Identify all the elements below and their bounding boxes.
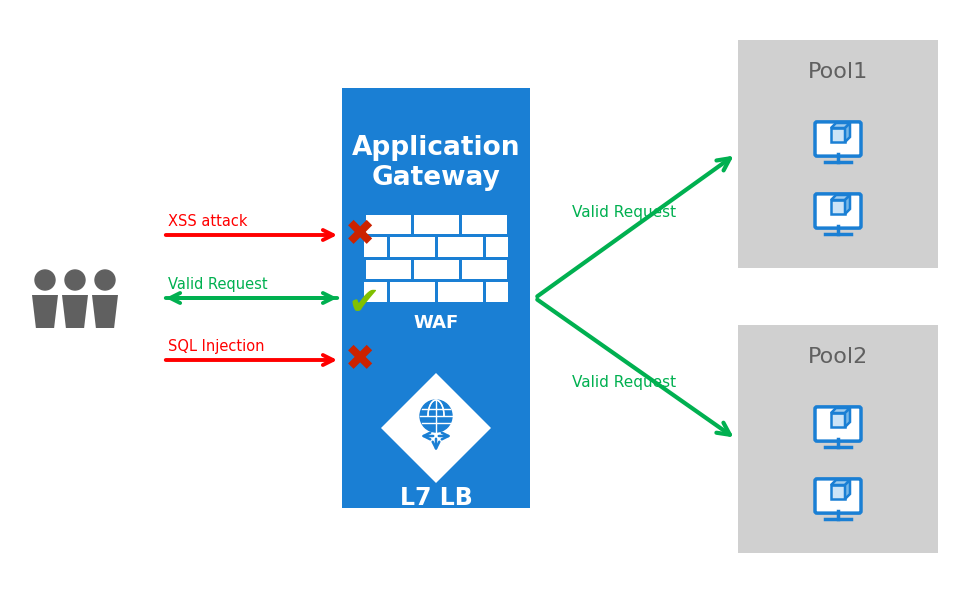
Polygon shape bbox=[831, 408, 850, 413]
FancyBboxPatch shape bbox=[738, 325, 938, 553]
FancyBboxPatch shape bbox=[831, 485, 845, 499]
Circle shape bbox=[35, 270, 55, 290]
FancyBboxPatch shape bbox=[462, 260, 506, 279]
Polygon shape bbox=[831, 480, 850, 485]
Text: ✖: ✖ bbox=[345, 343, 376, 377]
FancyBboxPatch shape bbox=[366, 260, 410, 279]
Text: XSS attack: XSS attack bbox=[168, 215, 248, 229]
Text: Pool2: Pool2 bbox=[808, 347, 868, 367]
FancyBboxPatch shape bbox=[486, 282, 508, 301]
Text: SQL Injection: SQL Injection bbox=[168, 340, 264, 355]
Polygon shape bbox=[845, 195, 850, 214]
Polygon shape bbox=[32, 295, 58, 328]
FancyBboxPatch shape bbox=[389, 282, 435, 301]
Circle shape bbox=[420, 400, 452, 432]
FancyBboxPatch shape bbox=[364, 237, 386, 257]
FancyBboxPatch shape bbox=[815, 122, 861, 156]
FancyBboxPatch shape bbox=[831, 128, 845, 142]
Polygon shape bbox=[831, 195, 850, 200]
FancyBboxPatch shape bbox=[438, 237, 482, 257]
Polygon shape bbox=[831, 123, 850, 128]
FancyBboxPatch shape bbox=[438, 282, 482, 301]
FancyBboxPatch shape bbox=[815, 194, 861, 228]
FancyBboxPatch shape bbox=[462, 215, 506, 234]
FancyBboxPatch shape bbox=[815, 407, 861, 441]
FancyBboxPatch shape bbox=[342, 88, 530, 508]
Text: Valid Request: Valid Request bbox=[572, 205, 676, 219]
FancyBboxPatch shape bbox=[413, 260, 459, 279]
Polygon shape bbox=[845, 123, 850, 142]
FancyBboxPatch shape bbox=[366, 215, 410, 234]
Polygon shape bbox=[62, 295, 88, 328]
Polygon shape bbox=[845, 408, 850, 427]
Text: Pool1: Pool1 bbox=[808, 62, 868, 82]
Text: WAF: WAF bbox=[413, 314, 459, 332]
Text: Valid Request: Valid Request bbox=[572, 375, 676, 390]
FancyBboxPatch shape bbox=[738, 40, 938, 268]
FancyBboxPatch shape bbox=[486, 237, 508, 257]
Circle shape bbox=[95, 270, 115, 290]
Text: Application
Gateway: Application Gateway bbox=[351, 135, 520, 191]
Text: L7 LB: L7 LB bbox=[400, 486, 472, 510]
Text: ✖: ✖ bbox=[345, 218, 376, 252]
Polygon shape bbox=[381, 373, 491, 483]
FancyBboxPatch shape bbox=[831, 200, 845, 214]
Polygon shape bbox=[845, 480, 850, 499]
FancyBboxPatch shape bbox=[413, 215, 459, 234]
Text: Valid Request: Valid Request bbox=[168, 278, 267, 292]
FancyBboxPatch shape bbox=[831, 413, 845, 427]
FancyBboxPatch shape bbox=[815, 479, 861, 513]
FancyBboxPatch shape bbox=[389, 237, 435, 257]
Polygon shape bbox=[92, 295, 118, 328]
Circle shape bbox=[65, 270, 85, 290]
FancyBboxPatch shape bbox=[364, 282, 386, 301]
Text: ✔: ✔ bbox=[348, 284, 380, 322]
